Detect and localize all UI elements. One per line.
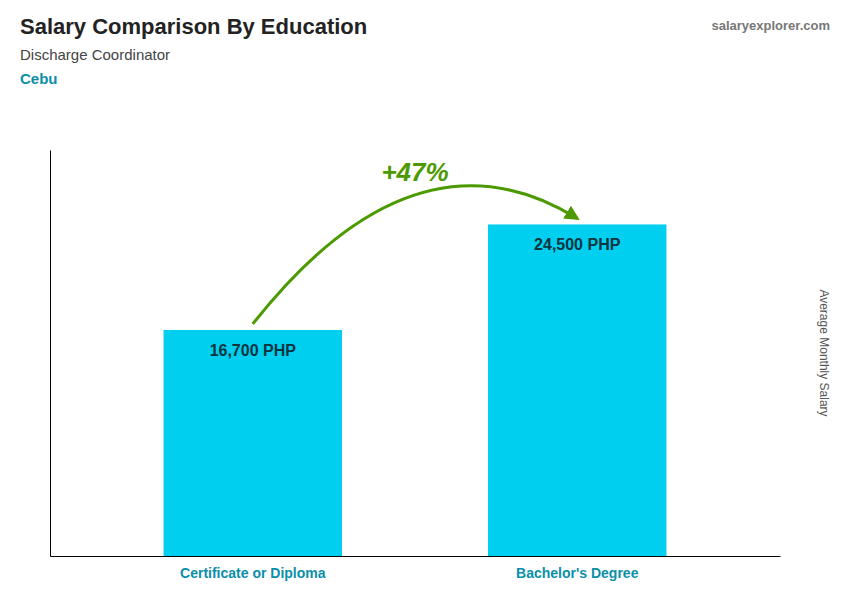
bar [488,224,666,556]
location: Cebu [20,70,58,87]
y-axis-label: Average Monthly Salary [817,289,831,416]
x-tick: Bachelor's Degree [516,565,639,581]
x-tick: Certificate or Diploma [180,565,326,581]
title: Salary Comparison By Education [20,14,367,39]
bar [164,330,342,556]
subtitle: Discharge Coordinator [20,46,170,63]
y-axis-line [50,151,51,557]
y-axis [50,151,51,557]
plot: Certificate or Diploma Bachelor's Degree 1… [51,151,781,581]
bars [164,224,667,556]
change-arrow [253,186,577,324]
x-axis: Certificate or Diploma Bachelor's Degree [51,557,781,581]
header: Salary Comparison By Education Discharge … [20,14,830,87]
x-tick-label: Bachelor's Degree [516,565,639,581]
source: salaryexplorer.com [711,18,830,33]
x-tick-label: Certificate or Diploma [180,565,326,581]
x-axis-line [51,556,781,557]
chart-root: Salary Comparison By Education Discharge … [0,0,850,606]
data-label: 24,500 PHP [534,236,621,253]
percent-change: +47% [381,157,448,187]
data-label: 16,700 PHP [210,342,297,359]
data-labels: 16,700 PHP 24,500 PHP [210,236,621,359]
